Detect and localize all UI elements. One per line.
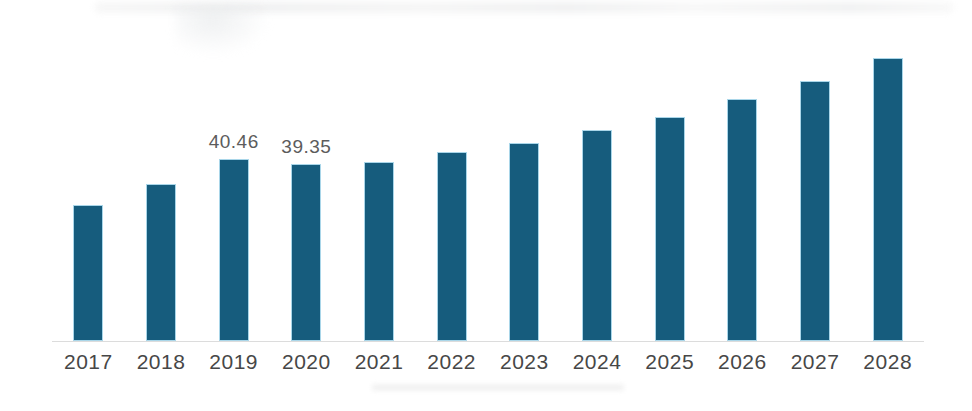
bar-group-2026 — [706, 40, 779, 341]
bar-group-2020: 39.35 — [270, 40, 343, 341]
x-axis-label-2021: 2021 — [343, 350, 416, 374]
bar-2021 — [364, 162, 394, 341]
bar-chart: 40.4639.35 20172018201920202021202220232… — [0, 0, 972, 411]
x-axis-label-2027: 2027 — [779, 350, 852, 374]
bar-value-label-2019: 40.46 — [209, 131, 259, 153]
x-axis-label-2018: 2018 — [125, 350, 198, 374]
x-axis-label-2023: 2023 — [488, 350, 561, 374]
bar-group-2023 — [488, 40, 561, 341]
x-axis-label-2020: 2020 — [270, 350, 343, 374]
plot-area: 40.46 39.35 — [52, 40, 924, 342]
bar-2022 — [437, 152, 467, 341]
bar-group-2019: 40.46 — [197, 40, 270, 341]
bar-2018 — [146, 184, 176, 341]
x-axis-label-2028: 2028 — [851, 350, 924, 374]
bar-2026 — [727, 99, 757, 341]
x-axis-label-2019: 2019 — [197, 350, 270, 374]
bar-group-2028 — [851, 40, 924, 341]
bar-2017 — [73, 205, 103, 341]
x-axis-label-2026: 2026 — [706, 350, 779, 374]
bar-group-2024 — [561, 40, 634, 341]
bar-2027 — [800, 81, 830, 341]
bar-2028 — [873, 58, 903, 341]
x-axis-label-2017: 2017 — [52, 350, 125, 374]
x-axis-label-2024: 2024 — [561, 350, 634, 374]
bar-2019 — [219, 159, 249, 341]
bar-group-2017 — [52, 40, 125, 341]
bar-2025 — [655, 117, 685, 341]
x-axis-labels: 2017201820192020202120222023202420252026… — [52, 350, 924, 374]
x-axis-label-2022: 2022 — [415, 350, 488, 374]
bar-group-2025 — [633, 40, 706, 341]
bar-group-2018 — [125, 40, 198, 341]
bar-2024 — [582, 130, 612, 341]
bar-value-label-2020: 39.35 — [281, 136, 331, 158]
bar-2020 — [291, 164, 321, 341]
bar-group-2027 — [779, 40, 852, 341]
x-axis-label-2025: 2025 — [633, 350, 706, 374]
faded-footer-remnant — [372, 384, 624, 391]
bar-2023 — [509, 143, 539, 341]
bar-group-2021 — [343, 40, 416, 341]
bar-group-2022 — [415, 40, 488, 341]
